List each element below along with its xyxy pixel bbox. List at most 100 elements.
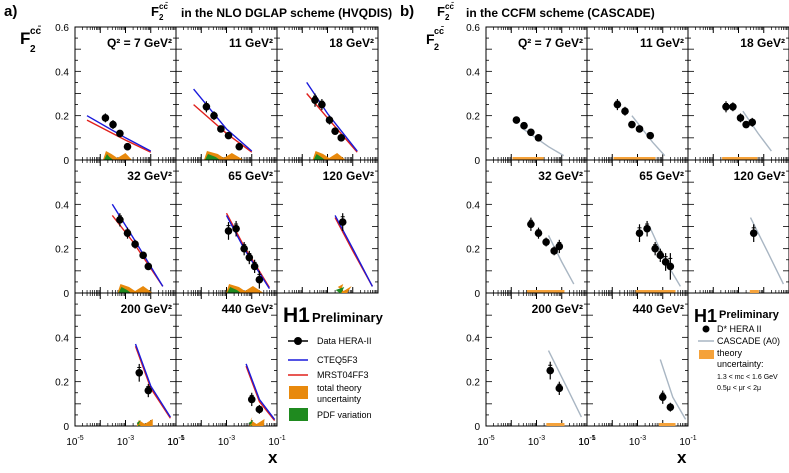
subplot-a-3: 0 0.2 0.4 32 GeV² — [55, 159, 177, 300]
data-point — [643, 224, 651, 233]
data-point — [247, 395, 256, 404]
pdf-band — [136, 420, 141, 426]
subplot-frame — [74, 292, 177, 427]
subplot-b-2: 18 GeV² — [687, 26, 789, 161]
subplot-a-1: 11 GeV² — [175, 26, 278, 161]
panel-a: 00.20.40.6Q² = 7 GeV² 11 GeV² 18 GeV²00.20… — [55, 23, 379, 448]
cascade-curve — [547, 350, 583, 418]
data-point — [555, 384, 564, 393]
subplot-a-2: 18 GeV² — [276, 26, 379, 161]
data-point — [628, 120, 636, 129]
cteq5f3-curve — [193, 88, 253, 152]
data-point — [748, 118, 757, 127]
y-tick-label: 0.4 — [466, 67, 480, 78]
legend-b-theory-label-1: theory — [717, 348, 743, 358]
x-tick-label: 10-5 — [66, 435, 83, 448]
q2-label: 65 GeV² — [228, 169, 273, 183]
data-point — [232, 224, 240, 233]
data-point — [318, 100, 326, 109]
data-point — [534, 229, 543, 237]
ylabel-b-sup: cc̄ — [434, 26, 445, 36]
y-tick-label: 0.2 — [466, 245, 480, 256]
ylabel-a-sub: 2 — [30, 44, 36, 55]
mrst04ff3-curve — [86, 119, 152, 153]
subplot-b-3: 0 0.2 0.4 32 GeV² — [466, 159, 588, 300]
data-point — [666, 403, 675, 411]
data-point — [101, 114, 110, 122]
data-point — [217, 125, 225, 133]
legend-a-data-marker — [294, 337, 302, 345]
cascade-curve — [742, 110, 772, 152]
theory-band — [658, 423, 676, 426]
data-point — [651, 244, 659, 253]
q2-label: 200 GeV² — [532, 302, 583, 316]
panel-b: 00.20.40.6Q² = 7 GeV² 11 GeV² 18 GeV²00.20… — [466, 23, 789, 448]
data-point — [255, 405, 264, 414]
data-point — [250, 262, 259, 271]
cteq5f3-curve — [86, 115, 152, 152]
x-tick-label: 10-1 — [268, 435, 285, 448]
data-point — [656, 251, 665, 260]
data-point — [245, 253, 254, 262]
legend-a-theory-swatch — [289, 386, 308, 399]
data-point — [116, 129, 124, 138]
subplot-b-4: 65 GeV² — [586, 159, 689, 294]
cteq5f3-curve — [245, 363, 276, 420]
legend-a: H1 Preliminary Data HERA-II CTEQ5F3 MRST… — [283, 304, 384, 421]
subplot-b-7: 440 GeV² — [586, 292, 689, 427]
legend-b-note-1: 1.3 < mc < 1.6 GeV — [717, 374, 778, 381]
data-point — [331, 127, 339, 135]
pdf-band — [248, 420, 254, 426]
legend-b-data-label: D* HERA II — [717, 324, 762, 334]
legend-b: H1 Preliminary D* HERA II CASCADE (A0) t… — [694, 306, 780, 392]
x-tick-label: 10-1 — [679, 435, 696, 448]
q2-label: 11 GeV² — [640, 36, 684, 50]
q2-label: 18 GeV² — [740, 36, 785, 50]
q2-label: 120 GeV² — [734, 169, 785, 183]
data-point — [144, 386, 153, 395]
subplot-a-0: 0 0.2 0.4 0.6 Q² = 7 GeV² — [55, 23, 177, 167]
pdf-band — [335, 287, 345, 293]
pdf-band — [118, 287, 132, 293]
subplot-b-6: 0 0.2 0.4 200 GeV² — [466, 292, 588, 433]
h1-logo-b: H1 — [694, 306, 717, 326]
legend-a-pdf-swatch — [289, 408, 308, 421]
panel-letter-a: a) — [4, 3, 17, 20]
title-b-f2: F — [437, 4, 445, 19]
x-tick-label: 10-3 — [629, 435, 646, 448]
y-tick-label: 0.2 — [466, 112, 480, 123]
q2-label: Q² = 7 GeV² — [107, 36, 172, 50]
data-point — [139, 251, 147, 260]
data-point — [527, 220, 535, 229]
data-point — [210, 111, 218, 120]
title-a: in the NLO DGLAP scheme (HVQDIS) — [181, 6, 392, 20]
y-tick-label: 0 — [63, 156, 69, 167]
pdf-band — [313, 154, 326, 160]
y-tick-label: 0.4 — [55, 200, 69, 211]
q2-label: 440 GeV² — [633, 302, 684, 316]
legend-a-mrst-label: MRST04FF3 — [317, 370, 369, 380]
legend-b-cascade-label: CASCADE (A0) — [717, 336, 780, 346]
data-point — [235, 142, 244, 151]
y-tick-label: 0.2 — [55, 112, 69, 123]
cascade-curve — [659, 359, 687, 420]
title-b-sup: cc̄ — [445, 2, 455, 11]
theory-band — [136, 417, 153, 426]
data-point — [135, 369, 144, 377]
subplot-frame — [586, 26, 689, 161]
title-a-f2: F — [151, 4, 159, 19]
q2-label: 18 GeV² — [329, 36, 374, 50]
data-point — [546, 366, 555, 375]
xlabel-a: x — [268, 448, 278, 467]
cteq5f3-curve — [306, 82, 358, 152]
legend-a-data-label: Data HERA-II — [317, 336, 372, 346]
theory-band — [546, 423, 565, 426]
data-point — [224, 131, 233, 140]
q2-label: 32 GeV² — [538, 169, 583, 183]
subplot-a-6: 0 0.2 0.4 200 GeV² — [55, 292, 177, 433]
ylabel-a-sup: cc̄ — [30, 25, 42, 37]
legend-a-pdf-label: PDF variation — [317, 410, 372, 420]
subplot-frame — [485, 292, 588, 427]
x-tick-label: 10-3 — [218, 435, 235, 448]
